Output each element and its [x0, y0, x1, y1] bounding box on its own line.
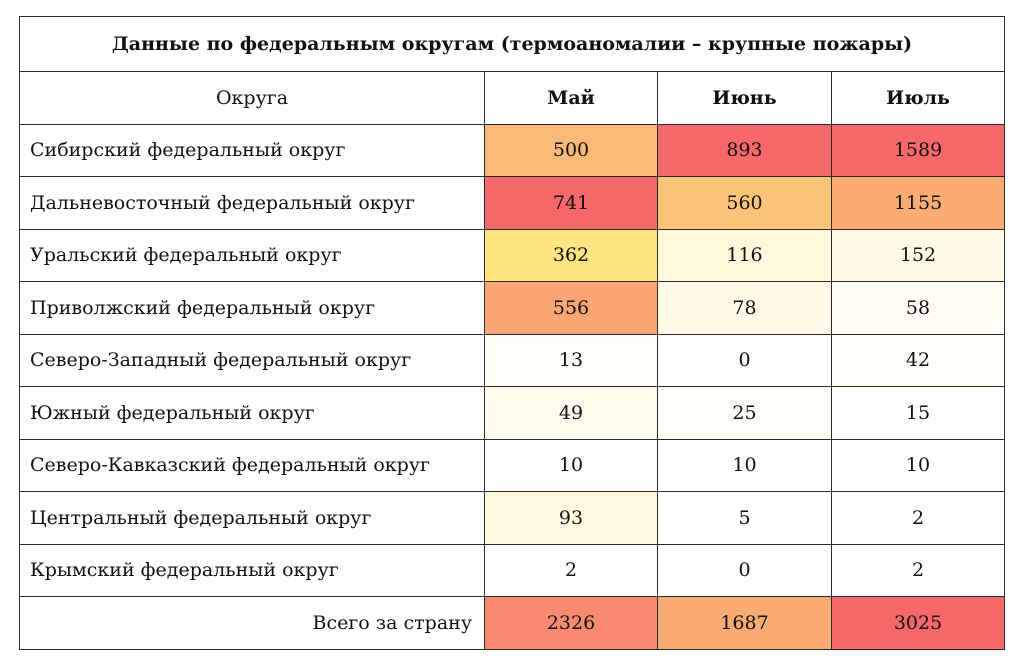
region-name: Северо-Западный федеральный округ: [19, 333, 485, 387]
value-cell: 49: [484, 386, 658, 440]
header-row: Округа Май Июнь Июль: [19, 71, 1006, 125]
value-cell: 556: [484, 281, 658, 335]
table-row: Северо-Кавказский федеральный округ 10 10 1…: [19, 438, 1006, 492]
table-row: Дальневосточный федеральный округ 741 560 1…: [19, 176, 1006, 230]
value-cell: 0: [657, 543, 832, 597]
value-cell: 10: [830, 438, 1006, 492]
region-name: Центральный федеральный округ: [19, 491, 485, 545]
value-cell: 500: [484, 123, 658, 177]
value-cell: 560: [657, 176, 832, 230]
value-cell: 893: [657, 123, 832, 177]
value-cell: 78: [657, 281, 832, 335]
table-row: Центральный федеральный округ 93 5 2: [19, 491, 1006, 545]
value-cell: 58: [830, 281, 1006, 335]
value-cell: 2: [830, 543, 1006, 597]
value-cell: 1589: [830, 123, 1006, 177]
table-row: Приволжский федеральный округ 556 78 58: [19, 281, 1006, 335]
value-cell: 116: [657, 228, 832, 282]
value-cell: 10: [657, 438, 832, 492]
value-cell: 2: [830, 491, 1006, 545]
title-row: Данные по федеральным округам (термоаном…: [18, 16, 1006, 72]
header-regions: Округа: [19, 71, 485, 125]
value-cell: 0: [657, 333, 832, 387]
table-row: Южный федеральный округ 49 25 15: [19, 386, 1006, 440]
heatmap-table: Данные по федеральным округам (термоаном…: [18, 16, 1006, 650]
value-cell: 13: [484, 333, 658, 387]
value-cell: 3025: [830, 596, 1006, 650]
total-label: Всего за страну: [19, 596, 485, 650]
value-cell: 362: [484, 228, 658, 282]
value-cell: 10: [484, 438, 658, 492]
region-name: Крымский федеральный округ: [19, 543, 485, 597]
table-row: Уральский федеральный округ 362 116 152: [19, 228, 1006, 282]
table-body: Сибирский федеральный округ 500 893 1589 Дал…: [19, 123, 1006, 650]
table-row: Северо-Западный федеральный округ 13 0 42: [19, 333, 1006, 387]
value-cell: 93: [484, 491, 658, 545]
region-name: Уральский федеральный округ: [19, 228, 485, 282]
total-row: Всего за страну 2326 1687 3025: [19, 596, 1006, 650]
table-title: Данные по федеральным округам (термоаном…: [18, 16, 1006, 72]
value-cell: 741: [484, 176, 658, 230]
value-cell: 42: [830, 333, 1006, 387]
value-cell: 15: [830, 386, 1006, 440]
header-month-june: Июнь: [657, 71, 832, 125]
value-cell: 25: [657, 386, 832, 440]
value-cell: 152: [830, 228, 1006, 282]
value-cell: 1155: [830, 176, 1006, 230]
region-name: Дальневосточный федеральный округ: [19, 176, 485, 230]
value-cell: 1687: [657, 596, 832, 650]
table-row: Сибирский федеральный округ 500 893 1589: [19, 123, 1006, 177]
region-name: Северо-Кавказский федеральный округ: [19, 438, 485, 492]
header-month-may: Май: [484, 71, 658, 125]
header-month-july: Июль: [830, 71, 1006, 125]
value-cell: 2326: [484, 596, 658, 650]
value-cell: 2: [484, 543, 658, 597]
table-row: Крымский федеральный округ 2 0 2: [19, 543, 1006, 597]
value-cell: 5: [657, 491, 832, 545]
region-name: Сибирский федеральный округ: [19, 123, 485, 177]
region-name: Южный федеральный округ: [19, 386, 485, 440]
region-name: Приволжский федеральный округ: [19, 281, 485, 335]
